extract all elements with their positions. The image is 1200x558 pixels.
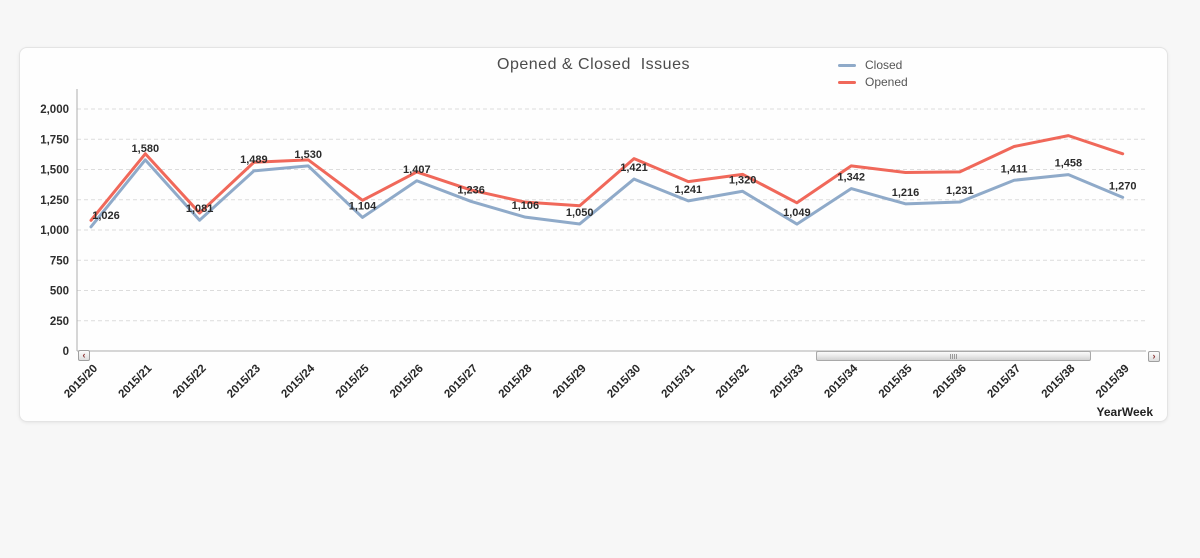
data-label: 1,104 — [349, 200, 377, 212]
data-label: 1,231 — [946, 185, 974, 197]
data-label: 1,106 — [512, 200, 540, 212]
legend-label-closed: Closed — [865, 58, 903, 72]
scrollbar-left-arrow-icon[interactable]: ‹ — [78, 350, 90, 361]
y-tick-label: 250 — [50, 316, 69, 328]
x-tick-label: 2015/29 — [551, 363, 589, 401]
x-tick-label: 2015/31 — [660, 362, 698, 400]
y-tick-label: 750 — [50, 255, 69, 267]
series-line-opened[interactable] — [89, 134, 1125, 222]
x-tick-label: 2015/34 — [822, 362, 860, 400]
data-label: 1,216 — [892, 187, 920, 199]
closed-series-swatch-icon — [838, 63, 856, 67]
legend: Closed Opened — [838, 58, 908, 89]
y-tick-label: 0 — [63, 346, 69, 358]
x-tick-label: 2015/26 — [388, 363, 426, 401]
scrollbar-right-arrow-icon[interactable]: › — [1148, 351, 1160, 362]
x-tick-label: 2015/25 — [334, 362, 372, 400]
data-label: 1,411 — [1001, 163, 1028, 175]
data-label: 1,458 — [1055, 158, 1083, 170]
chart-canvas: 0 250 500 750 1,000 1,250 1,500 1,750 2,000 2015/… — [40, 89, 1146, 401]
y-tick-label: 1,000 — [40, 225, 69, 237]
legend-item-closed[interactable]: Closed — [838, 58, 908, 72]
y-tick-label: 2,000 — [40, 104, 69, 116]
data-label: 1,489 — [240, 154, 268, 166]
y-tick-label: 1,750 — [40, 134, 69, 146]
data-label: 1,342 — [837, 172, 865, 184]
x-tick-label: 2015/22 — [171, 363, 209, 401]
legend-item-opened[interactable]: Opened — [838, 75, 908, 89]
data-label: 1,421 — [620, 162, 648, 174]
x-tick-label: 2015/23 — [225, 363, 263, 401]
data-label: 1,236 — [457, 184, 485, 196]
x-tick-label: 2015/32 — [714, 363, 752, 401]
x-tick-label: 2015/36 — [931, 363, 969, 401]
x-tick-label: 2015/20 — [62, 363, 100, 401]
data-label: 1,320 — [729, 174, 757, 186]
x-tick-label: 2015/28 — [497, 362, 535, 400]
data-label: 1,407 — [403, 164, 431, 176]
x-tick-label: 2015/27 — [442, 363, 480, 401]
data-label: 1,241 — [675, 184, 703, 196]
x-tick-label: 2015/30 — [605, 363, 643, 401]
data-label: 1,049 — [783, 207, 811, 219]
scrollbar-thumb-grip-icon — [950, 353, 957, 359]
x-tick-label: 2015/21 — [117, 362, 155, 400]
data-label: 1,026 — [92, 210, 120, 222]
data-label: 1,081 — [186, 203, 214, 215]
series-line-closed[interactable] — [89, 158, 1125, 229]
x-axis-title: YearWeek — [1096, 405, 1154, 419]
y-tick-label: 500 — [50, 286, 69, 298]
x-tick-label: 2015/37 — [985, 363, 1023, 401]
data-label: 1,530 — [294, 149, 322, 161]
scrollbar-thumb[interactable] — [816, 351, 1091, 361]
chart-card: Opened & Closed Issues Closed Opened 0 25… — [19, 47, 1168, 422]
x-tick-label: 2015/38 — [1040, 362, 1078, 400]
y-tick-label: 1,500 — [40, 165, 69, 177]
y-tick-label: 1,250 — [40, 195, 69, 207]
opened-series-swatch-icon — [838, 80, 856, 84]
x-tick-label: 2015/39 — [1094, 363, 1132, 401]
chart-title: Opened & Closed Issues — [497, 56, 690, 73]
data-label: 1,580 — [132, 143, 160, 155]
x-tick-label: 2015/35 — [877, 362, 915, 400]
x-tick-label: 2015/33 — [768, 363, 806, 401]
data-label: 1,050 — [566, 207, 594, 219]
data-label: 1,270 — [1109, 180, 1137, 192]
x-tick-label: 2015/24 — [279, 362, 317, 400]
legend-label-opened: Opened — [865, 75, 908, 89]
